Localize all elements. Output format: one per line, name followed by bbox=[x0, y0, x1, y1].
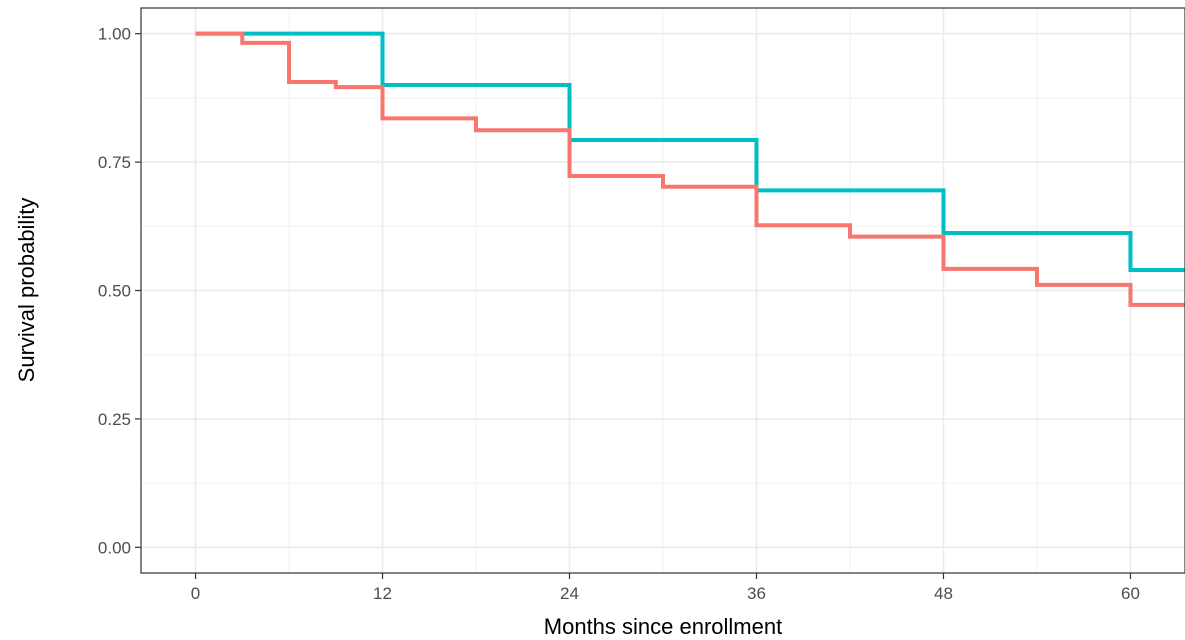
x-tick-label: 60 bbox=[1121, 584, 1140, 603]
y-tick-label: 0.75 bbox=[98, 153, 131, 172]
x-axis: 0 12 24 36 48 60 bbox=[191, 573, 1140, 603]
y-axis: 0.00 0.25 0.50 0.75 1.00 bbox=[98, 25, 141, 557]
y-tick-label: 0.25 bbox=[98, 410, 131, 429]
y-tick-label: 1.00 bbox=[98, 25, 131, 44]
x-tick-label: 12 bbox=[373, 584, 392, 603]
survival-curve-2 bbox=[195, 31, 1185, 307]
y-axis-title: Survival probability bbox=[14, 198, 39, 383]
x-tick-label: 48 bbox=[934, 584, 953, 603]
y-tick-label: 0.00 bbox=[98, 538, 131, 557]
x-tick-label: 36 bbox=[747, 584, 766, 603]
x-axis-title: Months since enrollment bbox=[544, 614, 782, 639]
y-tick-label: 0.50 bbox=[98, 282, 131, 301]
x-tick-label: 24 bbox=[560, 584, 579, 603]
survival-curve-1 bbox=[195, 31, 1185, 272]
series-layer bbox=[195, 31, 1185, 307]
x-tick-label: 0 bbox=[191, 584, 200, 603]
